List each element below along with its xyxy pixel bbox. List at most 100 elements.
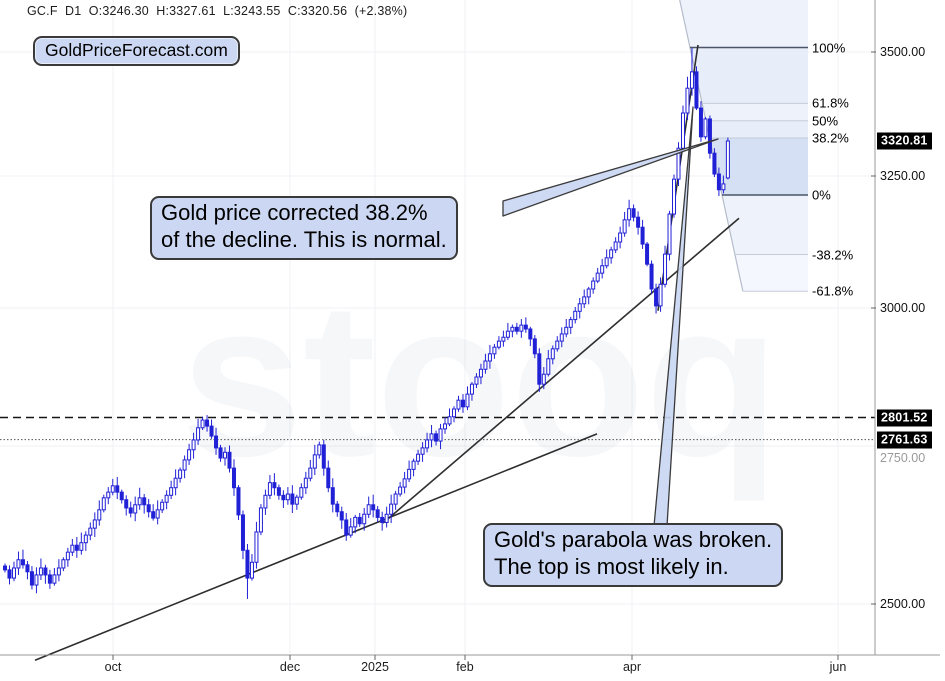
candle-body xyxy=(640,226,645,245)
candle-body xyxy=(276,487,281,496)
candle-body xyxy=(312,454,317,469)
candle-body xyxy=(56,567,61,576)
candle-body xyxy=(469,383,474,395)
candle-body xyxy=(303,477,308,489)
candle-body xyxy=(97,509,102,521)
parabola-annotation-line1: Gold's parabola was broken. xyxy=(494,527,773,552)
candle-body xyxy=(600,265,605,274)
candle-body xyxy=(725,140,730,179)
time-axis-label: jun xyxy=(829,660,847,674)
price-axis-label: 3000.00 xyxy=(880,301,926,315)
candle-body xyxy=(164,494,169,503)
candle-body xyxy=(523,324,528,330)
candle-body xyxy=(582,296,587,305)
candle-body xyxy=(155,509,160,519)
candle-body xyxy=(128,507,133,514)
candle-body xyxy=(645,243,650,265)
correction-note-leader xyxy=(502,138,719,217)
candle-body xyxy=(496,340,501,348)
candle-body xyxy=(20,559,25,566)
candle-body xyxy=(330,487,335,505)
candle-body xyxy=(205,419,210,427)
candle-body xyxy=(694,71,699,109)
candle-body xyxy=(79,542,84,551)
candle-body xyxy=(115,485,120,493)
candle-body xyxy=(3,565,7,571)
candle-body xyxy=(465,393,470,408)
candle-body xyxy=(438,428,443,442)
last-price-badge: 3320.81 xyxy=(877,132,932,150)
candle-body xyxy=(375,509,380,518)
candle-body xyxy=(339,511,344,521)
candle-body xyxy=(411,460,416,470)
fib-level-label: 61.8% xyxy=(812,95,849,111)
correction-annotation: Gold price corrected 38.2% of the declin… xyxy=(150,196,458,260)
candle-body xyxy=(487,353,492,362)
fib-level-label: -61.8% xyxy=(812,283,854,299)
candle-body xyxy=(443,423,448,430)
candle-body xyxy=(178,469,183,479)
candle-body xyxy=(38,567,43,576)
candle-body xyxy=(119,491,124,501)
candle-body xyxy=(88,527,93,536)
candle-body xyxy=(676,147,681,180)
candle-body xyxy=(510,326,515,332)
candle-body xyxy=(384,513,389,523)
candle-body xyxy=(685,87,690,114)
candle-body xyxy=(492,346,497,355)
candle-body xyxy=(402,478,407,488)
candle-body xyxy=(564,326,569,335)
candle-body xyxy=(326,467,331,489)
dashed-level-badge: 2801.52 xyxy=(877,409,932,427)
candle-body xyxy=(61,559,66,569)
candle-body xyxy=(703,118,708,138)
fib-level-label: -38.2% xyxy=(812,247,854,262)
fib-band xyxy=(690,47,808,104)
candle-body xyxy=(227,451,232,469)
candle-body xyxy=(654,288,659,307)
candle-body xyxy=(263,494,268,509)
candle-body xyxy=(622,219,627,234)
candle-body xyxy=(541,373,546,385)
candle-body xyxy=(70,544,75,553)
candle-body xyxy=(447,416,452,425)
candle-body xyxy=(483,360,488,370)
candle-body xyxy=(546,358,551,375)
candle-body xyxy=(106,491,111,499)
candle-body xyxy=(43,567,48,576)
candle-body xyxy=(618,232,623,243)
candle-body xyxy=(25,564,30,573)
candle-body xyxy=(689,71,694,89)
dotted-level-badge: 2761.63 xyxy=(877,431,932,449)
candle-body xyxy=(92,519,97,529)
candle-body xyxy=(595,272,600,282)
candle-body xyxy=(434,433,439,442)
candle-body xyxy=(577,303,582,312)
candle-body xyxy=(416,453,421,462)
candle-body xyxy=(649,263,654,290)
candle-body xyxy=(420,447,425,455)
candle-body xyxy=(169,487,174,496)
candle-body xyxy=(366,504,371,515)
candle-body xyxy=(514,326,519,332)
candle-body xyxy=(299,487,304,498)
candle-body xyxy=(658,283,663,307)
candle-body xyxy=(187,449,192,461)
goldpriceforecast-brand-badge[interactable]: GoldPriceForecast.com xyxy=(33,36,240,66)
candle-body xyxy=(101,497,106,511)
fib-level-label: 0% xyxy=(812,187,831,203)
candle-body xyxy=(133,504,138,514)
candle-body xyxy=(505,330,510,338)
fib-band xyxy=(709,137,808,196)
candle-body xyxy=(627,208,632,221)
candle-body xyxy=(294,496,299,505)
candle-body xyxy=(308,467,313,479)
candle-body xyxy=(236,487,241,516)
candle-body xyxy=(357,516,362,525)
candle-body xyxy=(721,183,726,191)
candle-body xyxy=(452,408,456,418)
candle-body xyxy=(698,107,703,138)
candle-body xyxy=(478,368,483,378)
candle-body xyxy=(568,319,573,328)
